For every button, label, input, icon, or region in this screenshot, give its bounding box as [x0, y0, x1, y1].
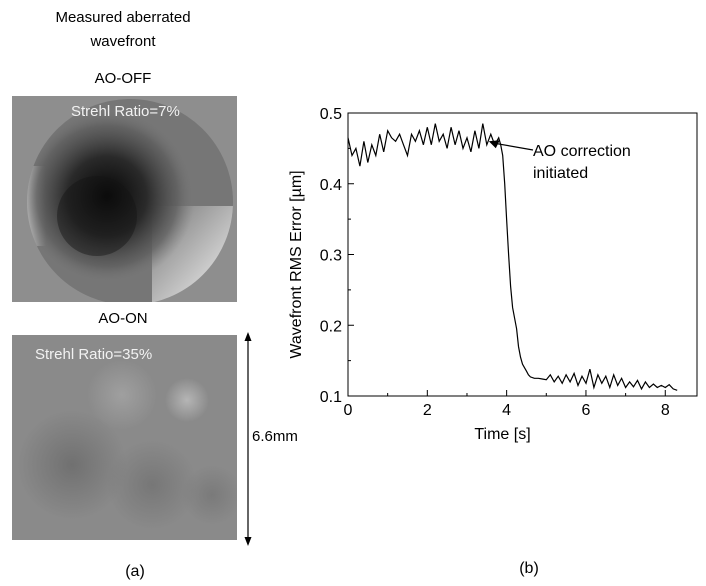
annotation-text-line2: initiated — [533, 165, 588, 182]
ao-on-strehl-ratio: Strehl Ratio=35% — [35, 346, 153, 363]
ao-on-wavefront-map: Strehl Ratio=35% — [12, 335, 237, 540]
panel-b-caption: (b) — [519, 560, 539, 577]
panel-a-title: Measured aberrated wavefront — [55, 6, 190, 54]
annotation-arrowhead — [488, 140, 500, 149]
plot-frame — [347, 112, 698, 397]
panel-a-caption: (a) — [125, 563, 145, 580]
ao-on-wavefront-image — [12, 335, 237, 540]
ao-on-label: AO-ON — [98, 310, 148, 327]
annotation-text-line1: AO correction — [533, 143, 631, 160]
y-tick-label: 0.1 — [320, 389, 342, 406]
x-axis-label: Time [s] — [474, 426, 530, 443]
x-tick-label: 4 — [502, 402, 511, 419]
series-line — [347, 123, 678, 391]
y-tick-label: 0.4 — [320, 177, 342, 194]
x-tick-label: 6 — [582, 402, 591, 419]
y-axis-label: Wavefront RMS Error [µm] — [288, 170, 305, 358]
annotation-arrow — [494, 142, 534, 151]
ao-off-wavefront-image — [12, 96, 237, 302]
panel-a-title-line1: Measured aberrated — [55, 9, 191, 26]
ao-off-label: AO-OFF — [94, 70, 152, 87]
x-tick-label: 0 — [344, 402, 353, 419]
x-tick-label: 2 — [423, 402, 432, 419]
y-tick-label: 0.2 — [320, 318, 342, 335]
panel-a-title-line2: wavefront — [90, 33, 156, 50]
y-tick-label: 0.5 — [320, 106, 342, 123]
scale-label: 6.6mm — [252, 428, 298, 445]
y-tick-label: 0.3 — [320, 248, 342, 265]
ao-off-strehl-ratio: Strehl Ratio=7% — [71, 103, 180, 120]
ao-off-wavefront-map: Strehl Ratio=7% — [12, 96, 237, 302]
x-tick-label: 8 — [661, 402, 670, 419]
